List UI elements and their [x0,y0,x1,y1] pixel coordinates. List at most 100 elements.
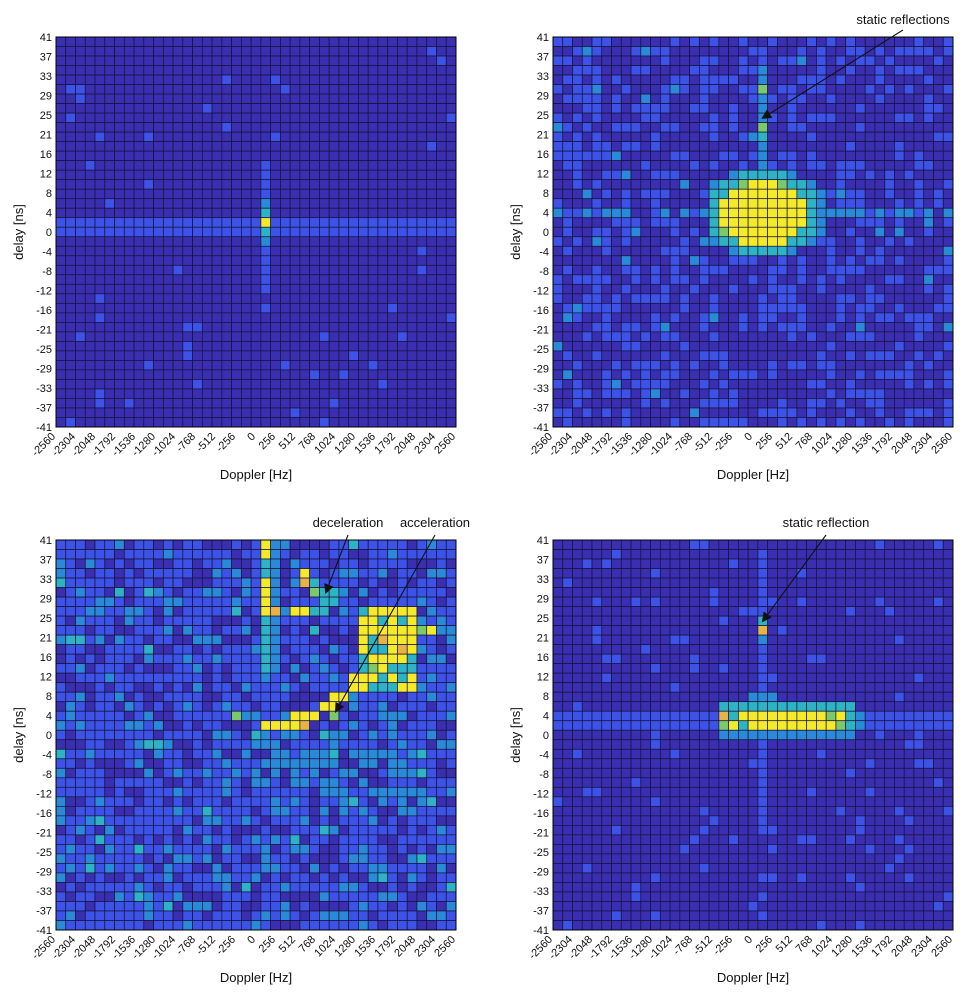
heatmap-cell [75,207,86,219]
heatmap-cell [231,729,242,741]
heatmap-cell [192,663,203,674]
heatmap-cell [845,103,856,114]
heatmap-cell [84,198,96,209]
heatmap-cell [718,46,729,57]
heatmap-cell [864,55,876,66]
heatmap-cell [689,369,700,380]
heatmap-cell [162,84,174,95]
heatmap-cell [192,341,203,352]
heatmap-cell [806,55,817,66]
heatmap-cell [309,739,320,750]
heatmap-cell [172,341,184,352]
heatmap-cell [260,264,271,276]
heatmap-cell [445,777,457,788]
heatmap-cell [114,815,125,826]
heatmap-cell [796,160,808,171]
heatmap-cell [162,65,174,76]
heatmap-cell [835,141,847,152]
heatmap-cell [143,872,154,883]
heatmap-cell [397,312,408,323]
heatmap-cell [367,103,379,114]
heatmap-cell [65,388,76,399]
heatmap-cell [211,644,223,655]
heatmap-cell [211,663,223,674]
heatmap-cell [250,179,262,190]
heatmap-cell [942,179,954,190]
heatmap-cell [923,131,934,142]
heatmap-cell [659,74,671,85]
heatmap-cell [104,198,115,209]
heatmap-cell [864,198,876,209]
heatmap-cell [377,46,389,57]
heatmap-cell [250,312,262,323]
heatmap-cell [572,302,583,314]
heatmap-cell [650,398,661,409]
heatmap-cell [416,882,428,893]
heatmap-cell [55,558,67,569]
heatmap-cell [445,274,457,285]
heatmap-cell [231,312,242,323]
heatmap-cell [426,217,437,228]
heatmap-cell [94,587,106,598]
heatmap-cell [572,103,583,114]
heatmap-cell [182,398,193,409]
heatmap-cell [348,777,359,788]
heatmap-cell [581,198,593,209]
heatmap-cell [143,350,154,361]
heatmap-cell [192,74,203,85]
heatmap-cell [65,758,76,769]
heatmap-cell [445,634,457,645]
heatmap-cell [241,634,252,645]
heatmap-cell [65,853,76,864]
heatmap-cell [84,93,96,104]
heatmap-cell [289,169,301,181]
heatmap-cell [309,568,320,579]
heatmap-cell [123,264,135,276]
heatmap-cell [270,226,281,238]
heatmap-cell [855,388,866,399]
heatmap-cell [806,350,817,361]
heatmap-cell [75,331,86,342]
heatmap-cell [260,283,271,295]
heatmap-cell [786,122,798,133]
heatmap-cell [153,198,164,209]
heatmap-cell [133,891,145,902]
heatmap-cell [280,169,291,181]
heatmap-cell [825,188,837,200]
heatmap-cell [241,131,252,142]
heatmap-cell [387,236,398,247]
heatmap-cell [192,150,203,162]
heatmap-cell [620,179,632,190]
heatmap-cell [406,701,418,712]
heatmap-cell [280,65,291,76]
heatmap-cell [162,587,174,598]
heatmap-cell [445,606,457,617]
heatmap-cell [620,398,632,409]
heatmap-cell [172,46,184,57]
heatmap-cell [650,198,661,209]
heatmap-cell [630,217,642,228]
heatmap-cell [114,198,125,209]
heatmap-cell [933,245,944,257]
heatmap-cell [445,264,457,276]
heatmap-cell [338,568,350,579]
heatmap-cell [65,672,76,684]
heatmap-cell [55,844,67,855]
heatmap-cell [387,407,398,418]
heatmap-cell [806,217,817,228]
heatmap-cell [328,226,340,238]
heatmap-cell [299,739,311,750]
heatmap-cell [835,93,847,104]
heatmap-cell [123,663,135,674]
heatmap-cell [884,207,895,219]
heatmap-cell [280,179,291,190]
heatmap-cell [348,264,359,276]
heatmap-cell [367,169,379,181]
heatmap-cell [221,74,232,85]
heatmap-cell [367,55,379,66]
heatmap-cell [397,131,408,142]
heatmap-cell [289,302,301,314]
heatmap-cell [942,283,954,295]
heatmap-cell [816,312,827,323]
heatmap-cell [241,644,252,655]
